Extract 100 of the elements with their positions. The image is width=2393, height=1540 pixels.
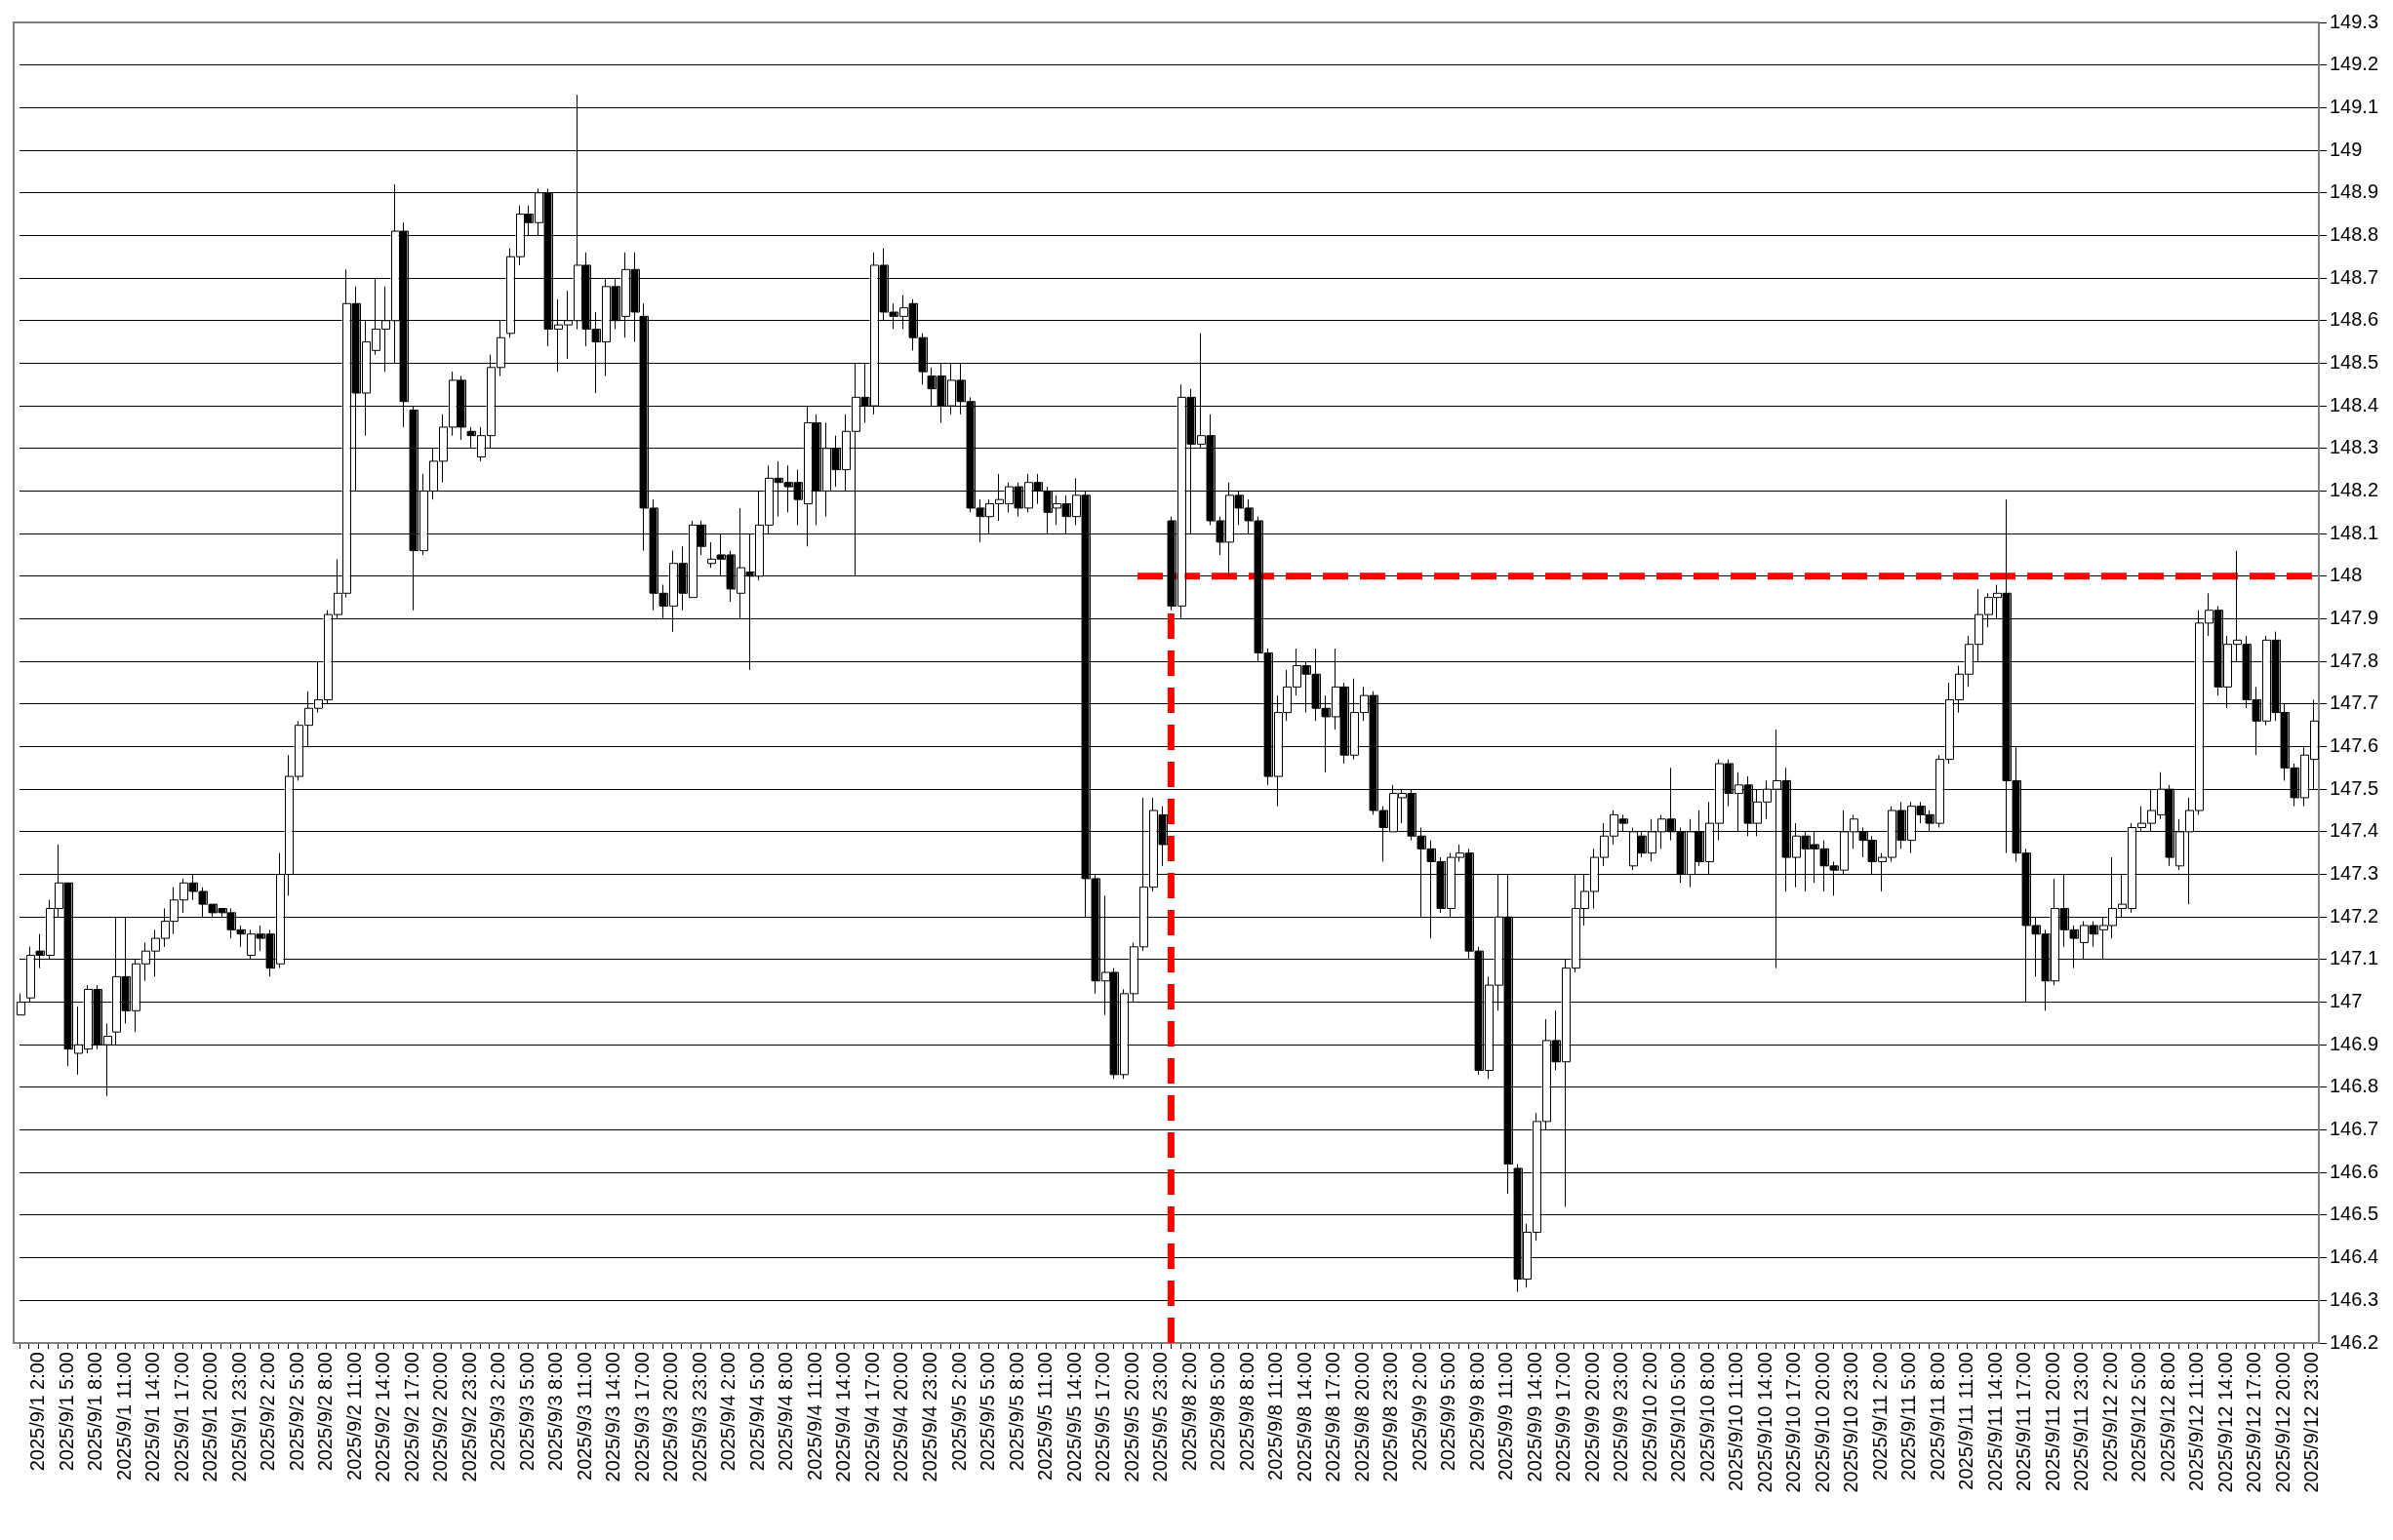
x-tick-label: 2025/9/2 11:00	[342, 1352, 365, 1481]
x-tick-label: 2025/9/5 23:00	[1149, 1352, 1172, 1482]
x-tick-label: 2025/9/12 23:00	[2300, 1352, 2323, 1493]
y-tick-label: 146.9	[2329, 1032, 2379, 1054]
x-tick-label: 2025/9/3 11:00	[573, 1352, 595, 1481]
x-tick-label: 2025/9/1 5:00	[55, 1352, 77, 1472]
x-tick-label: 2025/9/9 5:00	[1437, 1352, 1459, 1472]
x-tick-label: 2025/9/3 14:00	[602, 1352, 624, 1482]
y-tick-label: 147.9	[2329, 607, 2379, 628]
y-tick-label: 147.6	[2329, 734, 2379, 757]
x-tick-label: 2025/9/12 17:00	[2243, 1352, 2265, 1493]
x-tick-label: 2025/9/9 8:00	[1465, 1352, 1488, 1472]
x-tick-label: 2025/9/11 11:00	[1955, 1352, 1977, 1490]
x-tick-label: 2025/9/4 14:00	[832, 1352, 855, 1482]
y-tick-label: 147.8	[2329, 649, 2379, 671]
y-tick-label: 148.1	[2329, 521, 2379, 543]
x-tick-label: 2025/9/3 5:00	[515, 1352, 538, 1472]
x-tick-label: 2025/9/4 20:00	[890, 1352, 912, 1482]
x-tick-label: 2025/9/4 2:00	[717, 1352, 739, 1472]
x-tick-label: 2025/9/5 17:00	[1092, 1352, 1114, 1482]
y-tick-label: 148.7	[2329, 265, 2379, 288]
y-tick-label: 146.8	[2329, 1075, 2379, 1097]
x-tick-label: 2025/9/2 8:00	[314, 1352, 337, 1472]
x-tick-label: 2025/9/10 14:00	[1753, 1352, 1775, 1493]
x-tick-label: 2025/9/8 23:00	[1379, 1352, 1402, 1482]
x-tick-label: 2025/9/8 20:00	[1350, 1352, 1373, 1482]
x-tick-label: 2025/9/10 20:00	[1811, 1352, 1833, 1493]
x-tick-label: 2025/9/12 8:00	[2156, 1352, 2178, 1482]
y-tick-label: 146.6	[2329, 1160, 2379, 1182]
x-tick-label: 2025/9/12 2:00	[2098, 1352, 2121, 1482]
x-tick-label: 2025/9/3 23:00	[688, 1352, 710, 1482]
x-tick-label: 2025/9/11 5:00	[1897, 1352, 1920, 1481]
y-tick-label: 147.5	[2329, 776, 2379, 799]
y-tick-label: 149	[2329, 138, 2363, 160]
y-tick-label: 147.7	[2329, 691, 2379, 714]
x-tick-label: 2025/9/4 5:00	[745, 1352, 768, 1472]
y-tick-label: 148	[2329, 564, 2363, 586]
x-tick-label: 2025/9/9 23:00	[1610, 1352, 1632, 1482]
x-tick-label: 2025/9/4 17:00	[860, 1352, 883, 1482]
x-tick-label: 2025/9/11 23:00	[2070, 1352, 2093, 1492]
y-tick-label: 147	[2329, 990, 2363, 1012]
y-tick-label: 146.3	[2329, 1287, 2379, 1310]
x-tick-label: 2025/9/8 5:00	[1207, 1352, 1229, 1472]
x-tick-label: 2025/9/1 8:00	[84, 1352, 106, 1472]
y-tick-label: 147.3	[2329, 862, 2379, 885]
x-tick-label: 2025/9/2 5:00	[285, 1352, 307, 1472]
x-tick-label: 2025/9/4 23:00	[918, 1352, 940, 1482]
x-tick-label: 2025/9/11 2:00	[1868, 1352, 1891, 1481]
x-tick-label: 2025/9/10 11:00	[1725, 1352, 1747, 1492]
y-tick-label: 149.1	[2329, 95, 2379, 117]
y-tick-label: 147.4	[2329, 819, 2379, 842]
y-tick-label: 146.2	[2329, 1330, 2379, 1353]
x-tick-label: 2025/9/9 17:00	[1552, 1352, 1575, 1482]
x-tick-label: 2025/9/2 17:00	[400, 1352, 422, 1482]
y-tick-label: 149.3	[2329, 10, 2379, 32]
x-tick-label: 2025/9/4 8:00	[775, 1352, 797, 1472]
x-tick-label: 2025/9/2 14:00	[372, 1352, 394, 1482]
x-tick-label: 2025/9/11 14:00	[1983, 1352, 2006, 1492]
x-tick-label: 2025/9/1 11:00	[112, 1352, 135, 1481]
y-tick-label: 148.3	[2329, 436, 2379, 458]
x-tick-label: 2025/9/12 5:00	[2128, 1352, 2150, 1482]
x-tick-label: 2025/9/11 17:00	[2013, 1352, 2035, 1492]
x-tick-label: 2025/9/10 2:00	[1638, 1352, 1660, 1482]
x-tick-label: 2025/9/3 20:00	[659, 1352, 682, 1482]
x-tick-label: 2025/9/3 8:00	[544, 1352, 567, 1472]
y-tick-label: 146.5	[2329, 1203, 2379, 1225]
y-tick-label: 148.9	[2329, 180, 2379, 203]
x-tick-label: 2025/9/3 2:00	[487, 1352, 509, 1472]
y-tick-label: 148.6	[2329, 308, 2379, 331]
x-tick-label: 2025/9/10 23:00	[1840, 1352, 1862, 1493]
x-tick-label: 2025/9/11 20:00	[2041, 1352, 2063, 1492]
x-tick-label: 2025/9/5 5:00	[977, 1352, 999, 1472]
y-tick-label: 148.5	[2329, 350, 2379, 373]
x-tick-label: 2025/9/1 14:00	[141, 1352, 164, 1482]
x-tick-label: 2025/9/8 11:00	[1264, 1352, 1287, 1481]
y-tick-label: 146.4	[2329, 1245, 2379, 1268]
x-tick-label: 2025/9/1 23:00	[227, 1352, 250, 1482]
y-tick-label: 147.2	[2329, 904, 2379, 927]
x-tick-label: 2025/9/5 11:00	[1034, 1352, 1057, 1481]
y-tick-label: 148.4	[2329, 393, 2379, 415]
x-tick-label: 2025/9/2 20:00	[429, 1352, 452, 1482]
y-tick-label: 149.2	[2329, 53, 2379, 75]
x-tick-label: 2025/9/5 8:00	[1005, 1352, 1027, 1472]
x-tick-label: 2025/9/10 5:00	[1667, 1352, 1690, 1482]
x-tick-label: 2025/9/12 14:00	[2214, 1352, 2236, 1493]
x-tick-label: 2025/9/11 8:00	[1926, 1352, 1948, 1481]
x-tick-label: 2025/9/9 20:00	[1580, 1352, 1603, 1482]
x-tick-label: 2025/9/12 11:00	[2185, 1352, 2208, 1492]
x-tick-label: 2025/9/8 8:00	[1235, 1352, 1257, 1472]
x-tick-label: 2025/9/2 2:00	[257, 1352, 279, 1472]
x-tick-label: 2025/9/10 8:00	[1695, 1352, 1718, 1482]
y-tick-label: 148.2	[2329, 478, 2379, 500]
x-tick-label: 2025/9/8 17:00	[1322, 1352, 1344, 1482]
x-tick-label: 2025/9/12 20:00	[2271, 1352, 2293, 1493]
x-tick-label: 2025/9/3 17:00	[630, 1352, 653, 1482]
x-tick-label: 2025/9/8 14:00	[1293, 1352, 1315, 1482]
x-tick-label: 2025/9/8 2:00	[1177, 1352, 1200, 1472]
x-tick-label: 2025/9/10 17:00	[1782, 1352, 1805, 1493]
x-tick-label: 2025/9/1 2:00	[26, 1352, 49, 1472]
x-tick-label: 2025/9/5 2:00	[947, 1352, 970, 1472]
